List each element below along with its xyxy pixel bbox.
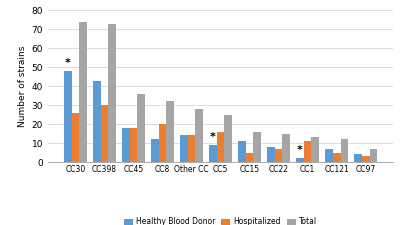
Bar: [79, 22, 87, 162]
Bar: [312, 137, 319, 162]
Bar: [362, 156, 370, 162]
Bar: [130, 128, 137, 162]
Bar: [108, 24, 116, 162]
Bar: [224, 115, 232, 162]
Bar: [158, 124, 166, 162]
Text: *: *: [210, 132, 216, 142]
Bar: [188, 135, 196, 162]
Bar: [370, 149, 377, 162]
Bar: [151, 139, 158, 162]
Bar: [137, 94, 145, 162]
Bar: [122, 128, 130, 162]
Bar: [238, 141, 246, 162]
Bar: [93, 81, 100, 162]
Bar: [296, 158, 304, 162]
Bar: [209, 145, 217, 162]
Bar: [325, 149, 333, 162]
Bar: [64, 71, 72, 162]
Bar: [217, 132, 224, 162]
Bar: [180, 135, 188, 162]
Text: *: *: [297, 145, 303, 155]
Legend: Healthy Blood Donor, Hospitalized, Total: Healthy Blood Donor, Hospitalized, Total: [120, 214, 320, 225]
Bar: [254, 132, 261, 162]
Bar: [246, 153, 254, 162]
Text: *: *: [65, 58, 70, 68]
Bar: [72, 113, 79, 162]
Bar: [100, 105, 108, 162]
Bar: [267, 147, 275, 162]
Y-axis label: Number of strains: Number of strains: [18, 45, 28, 127]
Bar: [354, 154, 362, 162]
Bar: [196, 109, 203, 162]
Bar: [304, 141, 312, 162]
Bar: [340, 139, 348, 162]
Bar: [275, 149, 282, 162]
Bar: [333, 153, 340, 162]
Bar: [166, 101, 174, 162]
Bar: [282, 134, 290, 162]
